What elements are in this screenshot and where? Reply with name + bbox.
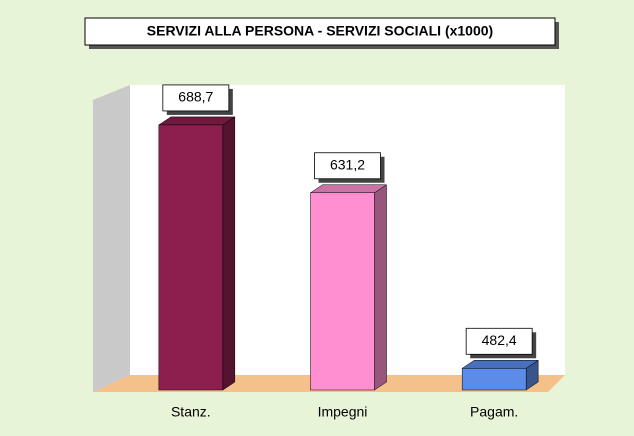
side-wall [93, 85, 130, 392]
bar [158, 124, 224, 391]
data-label: 631,2 [330, 156, 365, 172]
label-box [314, 152, 381, 180]
bar-top [461, 360, 539, 369]
data-label: 688,7 [178, 89, 213, 105]
bar-side [222, 116, 236, 391]
bar-top [309, 184, 388, 194]
x-tick-label: Impegni [318, 404, 368, 420]
bar-side [374, 184, 387, 391]
bar [461, 368, 527, 391]
label-box [162, 84, 230, 112]
label-box [465, 327, 533, 355]
x-tick-label: Stanz. [171, 404, 211, 420]
chart-title: SERVIZI ALLA PERSONA - SERVIZI SOCIALI (… [147, 23, 493, 39]
data-label: 482,4 [482, 332, 517, 348]
x-tick-label: Pagam. [470, 404, 518, 420]
title-box [84, 17, 556, 46]
bar [310, 192, 375, 391]
bar-top [158, 116, 236, 126]
